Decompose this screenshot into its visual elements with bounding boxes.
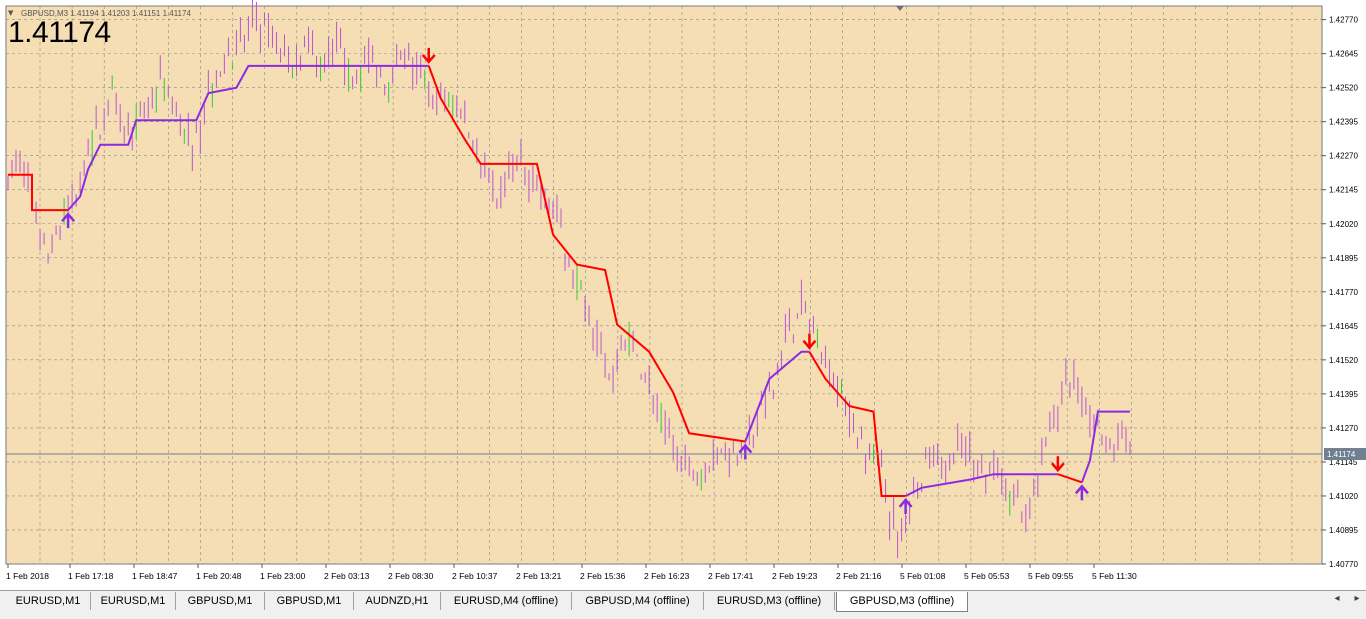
sell-arrow-icon [421, 47, 436, 64]
y-tick-label: 1.41395 [1329, 390, 1358, 399]
x-tick-label: 5 Feb 01:08 [900, 571, 946, 581]
x-tick-label: 2 Feb 21:16 [836, 571, 882, 581]
x-tick-label: 1 Feb 17:18 [68, 571, 114, 581]
signal-line-down [1057, 473, 1083, 484]
x-tick-label: 1 Feb 2018 [6, 571, 49, 581]
grid-group: 1.42770 1.42645 1.42520 1.42395 1.42270 1.421… [6, 6, 1358, 569]
x-tick-label: 5 Feb 09:55 [1028, 571, 1074, 581]
x-tick-label: 1 Feb 23:00 [260, 571, 306, 581]
signal-line-up [905, 473, 1058, 497]
x-tick-label: 2 Feb 17:41 [708, 571, 754, 581]
current-price-display: 1.41174 [8, 16, 111, 49]
y-tick-label: 1.41645 [1329, 322, 1358, 331]
tab-eurusd-m1[interactable]: EURUSD,M1 [6, 592, 91, 610]
x-tick-label: 2 Feb 13:21 [516, 571, 562, 581]
buy-arrow-head [898, 498, 913, 508]
current-price-tag-label: 1.41174 [1327, 450, 1356, 459]
y-tick-label: 1.40895 [1329, 526, 1358, 535]
buy-arrow-head [61, 212, 76, 222]
chart-tab-bar: EURUSD,M1 EURUSD,M1 GBPUSD,M1 GBPUSD,M1 … [0, 590, 1366, 619]
chart-shift-marker-icon [896, 6, 904, 11]
x-tick-label: 2 Feb 10:37 [452, 571, 498, 581]
chevron-down-icon[interactable]: ▼ [8, 9, 14, 17]
x-tick-label: 5 Feb 05:53 [964, 571, 1010, 581]
y-tick-label: 1.42770 [1329, 16, 1358, 25]
x-tick-label: 2 Feb 08:30 [388, 571, 434, 581]
y-tick-label: 1.41270 [1329, 424, 1358, 433]
y-tick-label: 1.42145 [1329, 186, 1358, 195]
price-chart-svg[interactable]: 1.42770 1.42645 1.42520 1.42395 1.42270 1.421… [0, 0, 1366, 590]
x-tick-label: 2 Feb 19:23 [772, 571, 818, 581]
y-tick-label: 1.42395 [1329, 118, 1358, 127]
sell-arrow-head [802, 339, 817, 350]
signal-line-up [1080, 410, 1130, 483]
scroll-left-icon[interactable]: ◂ [1334, 593, 1340, 604]
scroll-right-icon[interactable]: ▸ [1354, 593, 1360, 604]
signal-line-up [744, 350, 810, 442]
y-tick-label: 1.42520 [1329, 84, 1358, 93]
tab-gbpusd-m4-offline[interactable]: GBPUSD,M4 (offline) [572, 592, 704, 610]
buy-arrow-icon [1074, 484, 1089, 501]
tab-eurusd-m4-offline[interactable]: EURUSD,M4 (offline) [441, 592, 572, 610]
buy-arrow-head [1074, 484, 1089, 495]
y-tick-label: 1.41770 [1329, 288, 1358, 297]
x-tick-label: 2 Feb 16:23 [644, 571, 690, 581]
sell-arrow-head [1050, 462, 1065, 473]
buy-arrow-icon [898, 498, 913, 514]
signal-line-up [67, 64, 429, 211]
y-tick-label: 1.42020 [1329, 220, 1358, 229]
x-tick-label: 2 Feb 03:13 [324, 571, 370, 581]
tab-gbpusd-m1[interactable]: GBPUSD,M1 [176, 592, 265, 610]
price-bars-group [7, 0, 1131, 559]
signal-line-down [808, 351, 906, 497]
tab-eurusd-m3-offline[interactable]: EURUSD,M3 (offline) [704, 592, 835, 610]
tab-gbpusd-m1[interactable]: GBPUSD,M1 [265, 592, 354, 610]
tab-eurusd-m1[interactable]: EURUSD,M1 [91, 592, 176, 610]
x-tick-label: 2 Feb 15:36 [580, 571, 626, 581]
plot-background [5, 5, 1323, 565]
signal-line-down [8, 173, 69, 212]
y-tick-label: 1.40770 [1329, 560, 1358, 569]
tab-audnzd-h1[interactable]: AUDNZD,H1 [354, 592, 441, 610]
y-tick-label: 1.41145 [1329, 458, 1358, 467]
y-tick-label: 1.41895 [1329, 254, 1358, 263]
symbol-info: GBPUSD,M3 1.41194 1.41203 1.41151 1.4117… [21, 9, 191, 18]
signal-line-down [427, 65, 746, 443]
y-tick-label: 1.41520 [1329, 356, 1358, 365]
y-tick-label: 1.42270 [1329, 152, 1358, 161]
buy-arrow-head [738, 443, 753, 454]
y-tick-label: 1.41020 [1329, 492, 1358, 501]
x-tick-label: 5 Feb 11:30 [1092, 571, 1137, 581]
sell-arrow-icon [802, 333, 817, 350]
tab-gbpusd-m3-offline[interactable]: GBPUSD,M3 (offline) [836, 592, 968, 612]
buy-arrow-icon [738, 443, 753, 460]
chart-area[interactable]: 1.42770 1.42645 1.42520 1.42395 1.42270 1.421… [0, 0, 1366, 590]
x-tick-label: 1 Feb 18:47 [132, 571, 178, 581]
y-tick-label: 1.42645 [1329, 50, 1358, 59]
sell-arrow-head [421, 54, 436, 64]
current-price-tag [1324, 448, 1366, 461]
sell-arrow-icon [1050, 456, 1065, 473]
x-tick-label: 1 Feb 20:48 [196, 571, 242, 581]
buy-arrow-icon [61, 212, 76, 229]
